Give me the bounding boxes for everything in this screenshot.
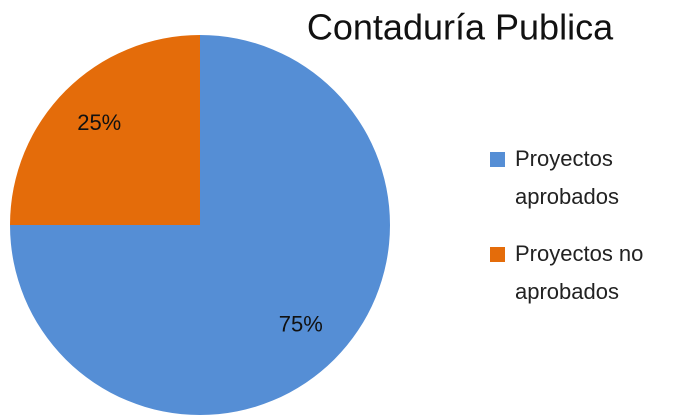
- pie-slice: [10, 35, 200, 225]
- legend-item: Proyectos no aprobados: [490, 235, 660, 311]
- data-label: 25%: [77, 110, 121, 135]
- legend-swatch: [490, 247, 505, 262]
- legend-label: Proyectos no aprobados: [515, 241, 644, 304]
- legend-item: Proyectos aprobados: [490, 140, 660, 216]
- chart-title: Contaduría Publica: [307, 7, 614, 48]
- data-label: 75%: [279, 312, 323, 337]
- legend-swatch: [490, 152, 505, 167]
- legend-label: Proyectos aprobados: [515, 146, 619, 209]
